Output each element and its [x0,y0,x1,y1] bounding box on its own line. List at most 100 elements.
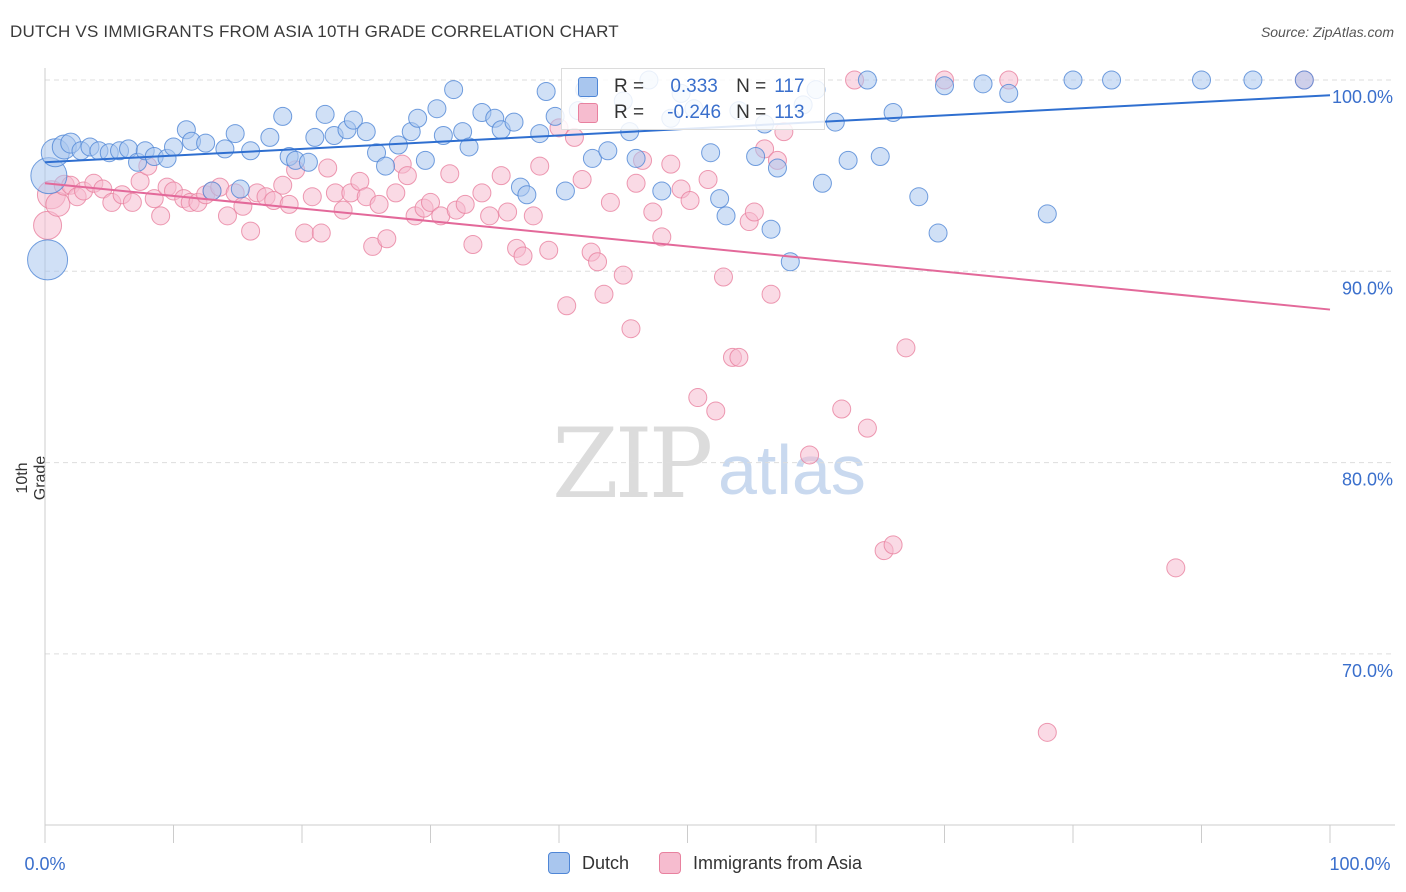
dutch-point [225,124,245,144]
asia-point [800,445,820,465]
dutch-point [999,83,1019,103]
asia-point [680,191,700,211]
dutch-n-value: 117 [774,76,805,97]
asia-point [588,252,608,272]
dutch-point [444,80,464,100]
asia-point [295,223,315,243]
dutch-point [376,156,396,176]
dutch-point [598,141,618,161]
dutch-point [459,137,479,157]
dutch-point [215,139,235,159]
dutch-point [710,189,730,209]
asia-point [463,235,483,255]
dutch-point [536,81,556,101]
asia-point [397,166,417,186]
asia-point [1037,722,1057,742]
y-tick-label: 100.0% [1332,87,1393,107]
legend-row-asia: R = -0.246 N = 113 [578,100,805,126]
asia-point [122,192,142,212]
asia-point [491,166,511,186]
legend-dutch-label: Dutch [582,852,630,873]
y-tick-label: 80.0% [1342,470,1393,490]
dutch-point [273,106,293,126]
dutch-point [230,179,250,199]
dutch-n-label: N = [736,76,767,97]
asia-point [594,284,614,304]
asia-point [896,338,916,358]
y-tick-label: 70.0% [1342,661,1393,681]
dutch-point [701,143,721,163]
dutch-point [427,99,447,119]
legend-row-dutch: R = 0.333 N = 117 [578,74,805,100]
y-tick-label: 90.0% [1342,278,1393,298]
dutch-point [870,147,890,167]
dutch-point [909,187,929,207]
dutch-point [433,125,453,145]
dutch-point [973,74,993,94]
asia-point [539,240,559,260]
asia-point [661,154,681,174]
asia-point [233,196,253,216]
dutch-point [202,181,222,201]
dutch-point [343,110,363,130]
asia-point [744,202,764,222]
asia-point [572,169,592,189]
x-tick-label: 100.0% [1329,854,1390,874]
dutch-point [530,124,550,144]
dutch-point [555,181,575,201]
dutch-point [164,137,183,157]
asia-point [698,169,718,189]
asia-point [613,265,633,285]
dutch-point [408,108,428,128]
asia-point [626,173,646,193]
asia-point [513,246,533,266]
dutch-r-value: 0.333 [670,76,718,97]
dutch-point [626,148,646,168]
legend-item-asia: Immigrants from Asia [659,852,862,874]
asia-point [440,164,460,184]
asia-point [151,206,171,226]
asia-point [311,223,331,243]
asia-point [273,175,293,195]
watermark-zip: ZIP [552,408,713,520]
asia-point [688,388,708,408]
asia-point [652,227,672,247]
dutch-point [767,158,787,178]
asia-point [523,206,543,226]
asia-point [480,206,500,226]
asia-r-value: -0.246 [667,102,722,123]
dutch-point [315,104,335,124]
asia-point [832,399,852,419]
dutch-point [305,127,325,147]
legend-asia-swatch [659,852,682,874]
dutch-point [857,70,877,90]
asia-point [498,202,518,222]
asia-point [217,206,237,226]
asia-point [729,347,749,367]
asia-point [713,267,733,287]
dutch-point [1294,70,1314,90]
dutch-point [716,206,736,226]
asia-point [1166,558,1186,578]
asia-point [333,200,353,220]
asia-point [241,221,261,241]
series-legend: Dutch Immigrants from Asia [548,852,892,874]
asia-point [557,296,577,316]
dutch-point [260,127,280,147]
asia-point [883,535,903,555]
asia-point [318,158,338,178]
asia-point [621,319,641,339]
asia-point [600,192,620,212]
legend-asia-label: Immigrants from Asia [693,852,863,873]
asia-point [761,284,781,304]
asia-point [706,401,726,421]
dutch-point [582,148,602,168]
asia-point [369,194,389,214]
x-tick-label: 0.0% [24,854,65,874]
dutch-point [1102,70,1122,90]
source-label: Source: ZipAtlas.com [1260,24,1394,40]
dutch-point [1243,70,1263,90]
asia-n-label: N = [736,102,767,123]
asia-point [564,127,584,147]
